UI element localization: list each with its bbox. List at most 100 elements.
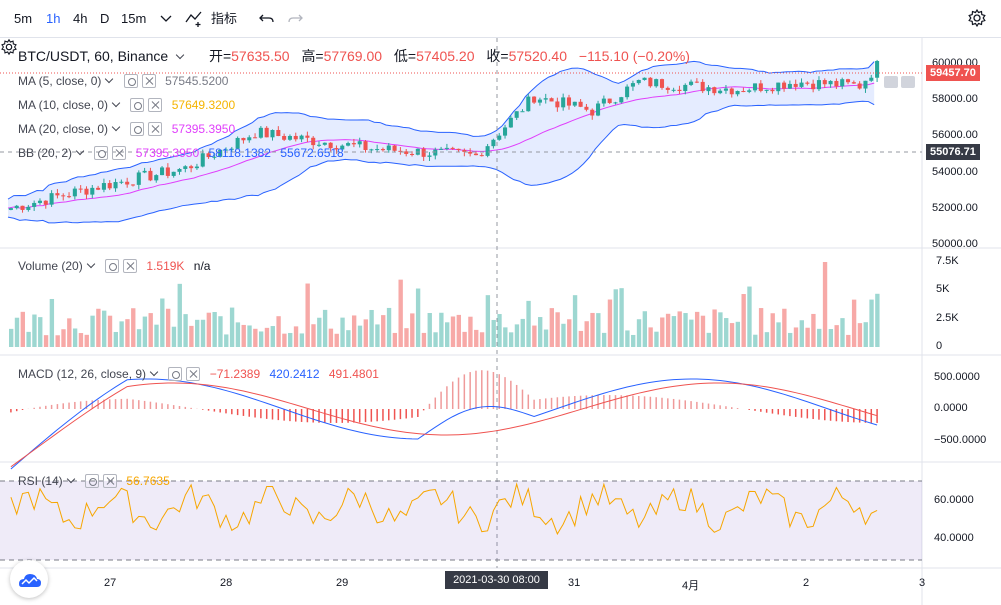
volume-bar [235,322,241,347]
open-label: 开= [208,48,232,64]
ma20-legend[interactable]: MA (20, close, 0) 57395.3950 [18,120,235,138]
interval-d[interactable]: D [100,11,110,26]
volume-bar [142,316,148,347]
volume-bar [334,333,339,347]
candle-body [834,80,839,87]
volume-ma-value: n/a [193,259,211,273]
candle-body [276,129,281,137]
indicators-button[interactable]: 指标 [211,11,238,26]
volume-bar [799,320,804,347]
candle-body [543,98,548,100]
volume-bar [770,313,775,347]
volume-bar [241,324,246,347]
interval-1h[interactable]: 1h [46,11,61,26]
candle-body [811,83,816,90]
eye-icon[interactable] [130,98,145,112]
chevron-down-icon[interactable] [105,74,114,84]
volume-bar [782,308,787,347]
volume-bar [84,334,89,347]
indicators-icon[interactable] [184,8,204,28]
undo-icon[interactable] [257,8,277,28]
close-icon[interactable] [148,122,163,136]
ma10-value: 57649.3200 [171,98,236,112]
candle-body [741,91,746,93]
eye-icon[interactable] [130,122,145,136]
settings-icon[interactable] [967,8,987,28]
volume-bar [131,308,136,347]
volume-bar [462,331,467,347]
chart-area[interactable]: BTC/USDT, 60, Binance 开=57635.50 高=57769… [0,38,1001,605]
chevron-down-icon[interactable] [149,367,159,377]
volume-bar [567,319,572,347]
volume-bar [526,300,531,347]
candle-body [20,205,25,210]
symbol-label[interactable]: BTC/USDT, 60, Binance [18,48,169,64]
ma5-legend[interactable]: MA (5, close, 0) 57545.5200 [18,72,228,90]
volume-bar [218,316,223,347]
open-value: 57635.50 [231,48,290,64]
candle-body [648,77,653,87]
close-icon[interactable] [112,146,127,160]
bb-legend[interactable]: BB (20, 2) 57395.3950 58118.1382 55672.6… [18,144,344,162]
chevron-down-icon[interactable] [111,122,121,132]
eye-icon[interactable] [85,474,100,488]
candle-body [863,80,868,89]
chevron-down-icon[interactable] [66,474,75,484]
redo-icon[interactable] [285,8,305,28]
volume-bar [578,330,584,347]
eye-icon[interactable] [168,367,183,381]
tradingview-logo[interactable] [10,560,48,598]
close-icon[interactable] [103,474,118,488]
candle-body [479,155,484,157]
volume-bar [78,333,84,347]
rsi-legend[interactable]: RSI (14) 56.7635 [18,472,170,490]
chevron-down-icon[interactable] [75,146,85,156]
chevron-down-icon[interactable] [111,98,121,108]
volume-bar [224,334,229,347]
candle-body [171,171,176,176]
rsi-axis-tick: 60.0000 [934,494,974,506]
cloud-icon [19,574,41,587]
chevron-down-icon[interactable] [175,50,185,60]
interval-5m[interactable]: 5m [14,11,33,26]
volume-bar [805,327,810,347]
volume-bar [793,327,799,347]
price-axis-tick: 52000.00 [932,202,978,214]
candle-body [119,181,124,183]
chart-canvas[interactable] [0,38,1001,605]
candle-body [706,87,711,92]
volume-bar [503,327,508,347]
candle-body [497,135,502,140]
close-icon[interactable] [148,98,163,112]
settings-icon[interactable] [0,38,18,56]
chevron-down-icon[interactable] [156,8,176,28]
bb-label: BB (20, 2) [18,146,73,160]
bollinger-band-fill [8,61,875,223]
candle-body [194,166,199,169]
eye-icon[interactable] [94,146,109,160]
macd-legend[interactable]: MACD (12, 26, close, 9) −71.2389 420.241… [18,365,379,383]
candle-body [409,153,415,155]
interval-4h[interactable]: 4h [73,11,88,26]
volume-bar [706,332,711,347]
volume-bar [834,325,839,347]
volume-legend[interactable]: Volume (20) 1.519K n/a [18,257,210,275]
candle-body [43,200,48,205]
volume-bar [514,324,520,347]
close-icon[interactable] [141,74,156,88]
close-icon[interactable] [186,367,201,381]
ma5-value: 57545.5200 [165,74,229,88]
interval-15m[interactable]: 15m [121,11,147,26]
volume-bar [404,328,409,347]
ma10-legend[interactable]: MA (10, close, 0) 57649.3200 [18,96,235,114]
eye-icon[interactable] [123,74,138,88]
current-price-tag: 59457.70 [926,65,980,81]
candle-body [357,141,362,145]
time-axis-tick: 3 [919,577,926,589]
chevron-down-icon[interactable] [86,259,95,269]
volume-bar [136,329,142,347]
close-icon[interactable] [123,259,138,273]
volume-bar [183,314,188,347]
eye-icon[interactable] [105,259,120,273]
candle-body [206,153,211,158]
